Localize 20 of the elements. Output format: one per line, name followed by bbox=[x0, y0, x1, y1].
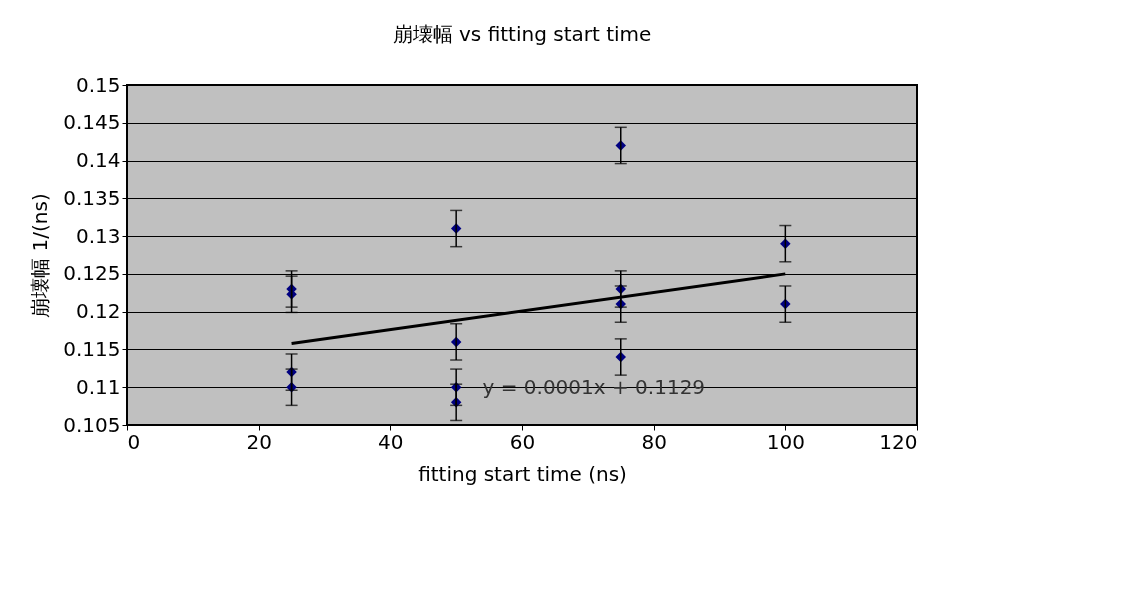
x-tick-label: 60 bbox=[509, 429, 536, 454]
y-tick-label: 0.15 bbox=[75, 72, 121, 97]
y-tick-label: 0.12 bbox=[75, 299, 121, 324]
y-tick-label: 0.14 bbox=[75, 148, 121, 173]
x-axis-title: fitting start time (ns) bbox=[418, 461, 627, 486]
y-tick-label: 0.125 bbox=[63, 261, 121, 286]
y-axis-title: 崩壊幅 1/(ns) bbox=[28, 193, 53, 318]
y-tick-label: 0.13 bbox=[75, 223, 121, 248]
y-tick-label: 0.145 bbox=[63, 110, 121, 135]
x-tick-label: 120 bbox=[879, 429, 918, 454]
x-tick-label: 0 bbox=[127, 429, 141, 454]
y-tick-label: 0.11 bbox=[75, 374, 121, 399]
x-tick-label: 100 bbox=[766, 429, 805, 454]
x-tick-label: 20 bbox=[246, 429, 272, 454]
x-tick-label: 80 bbox=[641, 429, 667, 454]
x-tick-label: 40 bbox=[378, 429, 404, 454]
y-tick-label: 0.105 bbox=[63, 412, 121, 437]
y-tick-label: 0.115 bbox=[63, 336, 121, 361]
chart-title: 崩壊幅 vs fitting start time bbox=[392, 22, 652, 46]
y-tick-label: 0.135 bbox=[63, 185, 121, 210]
